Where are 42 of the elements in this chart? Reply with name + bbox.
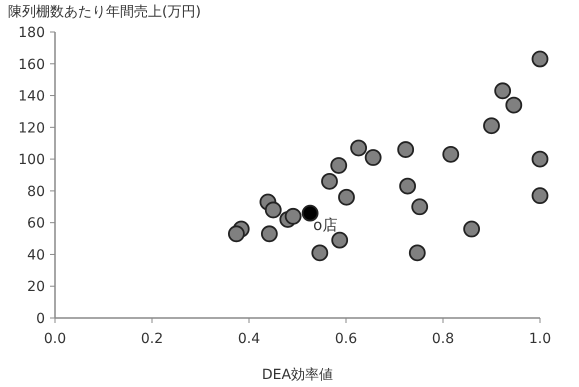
- x-axis-title: DEA効率値: [262, 367, 334, 383]
- point: [505, 96, 522, 114]
- y-tick-label: 80: [27, 184, 45, 200]
- y-tick-label: 20: [27, 279, 45, 296]
- point: [494, 82, 512, 100]
- y-tick-label: 140: [18, 88, 45, 105]
- point: [338, 188, 355, 206]
- x-tick-label: 0.4: [238, 331, 260, 347]
- y-tick-label: 100: [18, 152, 45, 168]
- annotation: o店: [313, 216, 338, 234]
- point: [399, 178, 416, 195]
- y-tick-label: 0: [36, 311, 45, 327]
- point: [311, 244, 328, 262]
- y-tick-label: 40: [27, 247, 45, 264]
- point: [284, 208, 302, 225]
- point: [442, 146, 460, 163]
- y-axis-title: 陳列棚数あたり年間売上(万円): [8, 4, 201, 20]
- x-tick-label: 0.2: [140, 331, 164, 347]
- point: [411, 198, 428, 216]
- x-tick-label: 0.8: [432, 331, 454, 347]
- y-tick-label: 60: [27, 216, 45, 232]
- point: [330, 157, 348, 174]
- point: [264, 202, 282, 218]
- point: [350, 140, 368, 156]
- point: [463, 220, 480, 238]
- point: [532, 50, 548, 68]
- y-tick-label: 180: [18, 25, 45, 41]
- point: [321, 172, 338, 190]
- point: [260, 225, 278, 242]
- point: [408, 244, 426, 262]
- y-tick-label: 160: [18, 56, 45, 73]
- point: [364, 149, 382, 166]
- y-tick-label: 120: [18, 120, 45, 136]
- point: [228, 225, 245, 242]
- point: [532, 150, 548, 168]
- point: [397, 141, 414, 158]
- point: [331, 232, 348, 249]
- point: [532, 187, 548, 204]
- point: [483, 117, 500, 134]
- x-tick-label: 1.0: [528, 331, 552, 347]
- x-tick-label: 0.0: [44, 331, 66, 347]
- x-tick-label: 0.6: [334, 331, 358, 347]
